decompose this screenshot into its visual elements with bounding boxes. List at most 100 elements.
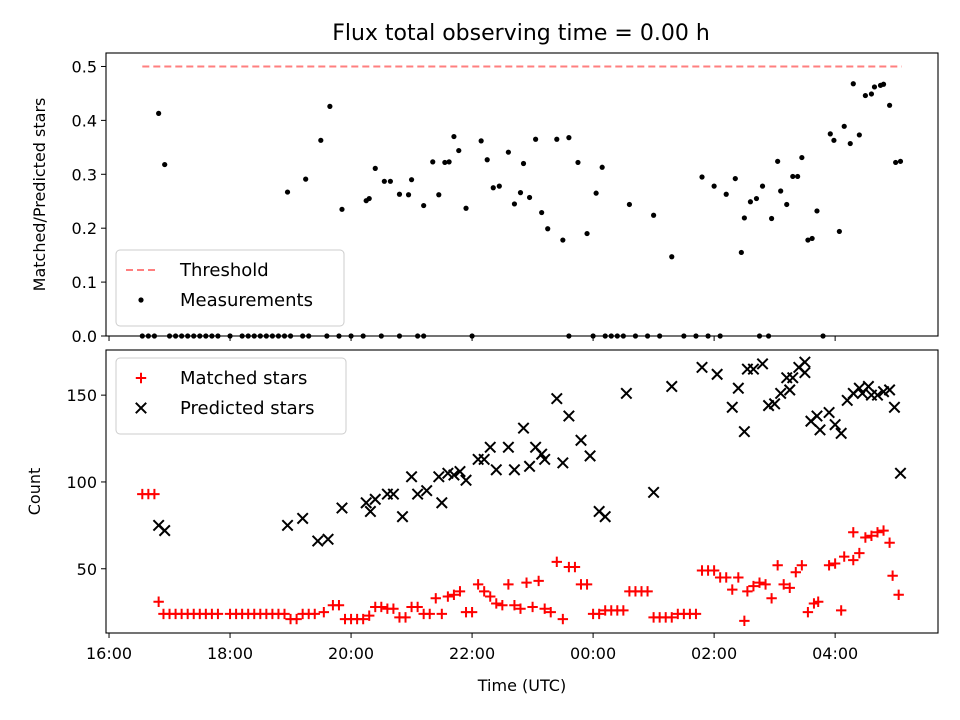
data-point (584, 230, 590, 237)
data-point (454, 465, 466, 478)
data-point (387, 178, 393, 184)
data-point (502, 441, 515, 454)
data-point (666, 612, 677, 623)
data-point (862, 92, 868, 99)
data-point (626, 201, 633, 208)
data-point (511, 201, 518, 207)
data-point (460, 474, 472, 487)
data-point (897, 158, 904, 164)
data-point (727, 584, 738, 595)
data-point (303, 176, 309, 182)
legend-swatch (135, 402, 147, 414)
data-point (732, 175, 738, 182)
data-point (442, 591, 454, 602)
data-point (841, 123, 847, 129)
data-point (396, 191, 403, 197)
data-point (829, 418, 842, 431)
data-point (539, 603, 550, 614)
data-point (665, 380, 678, 393)
data-point (485, 591, 496, 602)
data-point (747, 363, 760, 376)
y-tick-label: 0.1 (72, 273, 97, 292)
data-point (372, 165, 378, 171)
data-point (829, 558, 841, 569)
data-point (618, 605, 629, 616)
data-point (484, 157, 490, 163)
data-point (296, 512, 309, 525)
data-point (550, 392, 563, 405)
y-axis-label: Count (25, 468, 44, 516)
data-point (802, 606, 814, 618)
data-point (823, 560, 835, 571)
data-point (880, 81, 887, 87)
data-point (279, 608, 290, 620)
x-tick-label: 02:00 (691, 644, 737, 663)
data-point (517, 190, 524, 196)
data-point (360, 496, 373, 509)
x-tick-label: 20:00 (328, 644, 374, 663)
data-point (436, 608, 448, 620)
data-point (412, 601, 423, 613)
data-point (448, 469, 460, 481)
data-point (478, 586, 490, 597)
data-point (599, 510, 612, 523)
data-point (156, 110, 162, 116)
legend-swatch (135, 372, 147, 384)
data-point (322, 533, 334, 546)
data-point (742, 586, 753, 597)
y-tick-label: 0.3 (72, 165, 97, 184)
data-point (778, 579, 789, 590)
data-point (860, 532, 871, 543)
data-point (593, 608, 605, 620)
data-point (430, 159, 436, 165)
data-point (814, 208, 820, 214)
data-point (790, 173, 796, 180)
bottom-panel-star-counts: 50 100 150 16:00 18:00 20:00 22:00 00:00 02:00 04… (25, 349, 939, 695)
data-point (753, 195, 760, 202)
data-point (149, 488, 160, 500)
legend: Matched stars Predicted stars (115, 357, 347, 435)
data-point (894, 467, 907, 480)
data-point (327, 103, 333, 109)
data-point (420, 484, 433, 497)
data-point (814, 423, 826, 436)
data-point (153, 596, 164, 607)
data-point (760, 579, 771, 590)
data-point (699, 174, 705, 180)
data-point (871, 389, 884, 402)
x-tick-label: 18:00 (207, 644, 253, 663)
data-point (430, 593, 441, 604)
data-point (733, 572, 744, 583)
data-point (533, 575, 544, 587)
data-point (539, 209, 545, 216)
data-point (545, 606, 556, 618)
data-point (774, 387, 787, 400)
data-point (809, 235, 815, 242)
data-point (400, 612, 411, 623)
data-point (387, 488, 400, 501)
x-tick-label: 00:00 (570, 644, 616, 663)
data-point (768, 397, 781, 410)
legend-label: Threshold (179, 260, 269, 281)
data-point (575, 434, 587, 447)
data-point (496, 183, 502, 189)
data-point (520, 160, 527, 167)
data-point (642, 586, 653, 597)
data-point (690, 608, 702, 620)
data-point (581, 579, 593, 590)
data-point (405, 192, 412, 198)
data-point (783, 384, 796, 396)
data-point (620, 387, 633, 400)
data-point (575, 159, 581, 166)
data-point (647, 486, 660, 499)
data-point (523, 460, 536, 473)
data-point (333, 600, 345, 611)
data-point (366, 195, 372, 202)
data-point (448, 589, 460, 601)
data-point (893, 159, 899, 166)
data-point (364, 505, 377, 518)
data-point (497, 600, 508, 611)
y-tick-label: 150 (66, 386, 97, 405)
chart-title: Flux total observing time = 0.00 h (332, 21, 710, 46)
